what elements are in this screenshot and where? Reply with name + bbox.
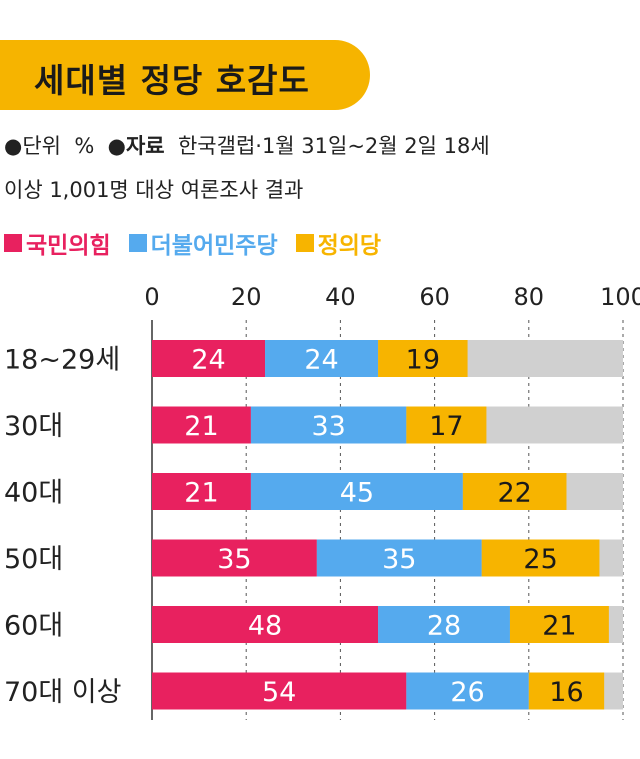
- legend-label: 국민의힘: [26, 233, 111, 259]
- bar-segment: [316, 539, 482, 577]
- legend-label: 정의당: [317, 233, 382, 259]
- legend-item: 국민의힘: [4, 226, 111, 260]
- category-label: 40대: [4, 478, 63, 509]
- bar-segment: [152, 473, 251, 510]
- legend-item: 정의당: [295, 226, 382, 260]
- category-label: 50대: [4, 544, 63, 575]
- source-label: 자료: [125, 134, 165, 158]
- bullet-icon: ●: [4, 134, 23, 158]
- data-label: 21: [184, 478, 218, 509]
- data-label: 54: [262, 677, 296, 708]
- data-label: 35: [382, 544, 416, 575]
- bar-segment: [250, 473, 463, 510]
- x-tick-label: 80: [514, 283, 545, 311]
- bar-segment: [250, 406, 407, 444]
- legend-item: 더불어민주당: [128, 226, 278, 260]
- data-label: 16: [549, 677, 583, 708]
- x-tick-label: 100: [600, 283, 640, 311]
- meta-line-1: ●단위 % ●자료 한국갤럽·1월 31일~2월 2일 18세: [4, 130, 490, 160]
- category-label: 70대 이상: [4, 677, 121, 708]
- x-tick-label: 40: [325, 283, 356, 311]
- legend: 국민의힘 더불어민주당 정의당: [4, 226, 381, 260]
- bullet-icon: ●: [107, 134, 126, 158]
- bar-segment: [406, 672, 529, 710]
- x-tick-label: 60: [419, 283, 450, 311]
- bar-segment: [378, 340, 468, 377]
- data-label: 48: [248, 611, 282, 642]
- data-label: 21: [184, 411, 218, 442]
- data-label: 45: [340, 478, 374, 509]
- data-label: 24: [191, 345, 225, 376]
- data-label: 33: [311, 411, 345, 442]
- data-label: 35: [217, 544, 251, 575]
- data-label: 25: [523, 544, 557, 575]
- category-label: 30대: [4, 411, 63, 442]
- bar-segment: [152, 539, 317, 577]
- bar-segment: [481, 539, 600, 577]
- chart-title: 세대별 정당 호감도: [34, 61, 310, 100]
- data-label: 17: [429, 411, 463, 442]
- source-text-line-2: 이상 1,001명 대상 여론조사 결과: [4, 178, 304, 202]
- legend-swatch: [4, 234, 22, 252]
- bar-segment: [152, 406, 251, 444]
- category-label: 60대: [4, 611, 63, 642]
- bar-segment: [378, 606, 510, 643]
- data-label: 19: [406, 345, 440, 376]
- bar-segment: [406, 406, 487, 444]
- legend-label: 더불어민주당: [150, 233, 278, 259]
- x-tick-label: 20: [231, 283, 262, 311]
- bar-segment: [152, 340, 266, 377]
- bar-segment: [528, 672, 605, 710]
- bar-segment: [265, 340, 379, 377]
- data-label: 28: [427, 611, 461, 642]
- bar-chart: 0 20 40 60 80 100 18~29세 24 24 19 30대 21 33 17 40대 21 45…: [4, 283, 640, 720]
- unit-label: 단위: [22, 134, 61, 158]
- unit-value: %: [74, 134, 95, 158]
- data-label: 24: [304, 345, 338, 376]
- data-label: 26: [450, 677, 484, 708]
- bar-segment: [152, 606, 379, 643]
- title-banner: [0, 40, 370, 110]
- legend-swatch: [128, 234, 147, 252]
- bar-segment: [462, 473, 567, 510]
- data-label: 21: [542, 611, 576, 642]
- bar-segment: [509, 606, 609, 643]
- legend-swatch: [295, 234, 314, 252]
- category-label: 18~29세: [4, 345, 120, 376]
- bar-segment: [152, 672, 407, 710]
- x-tick-label: 0: [144, 283, 159, 311]
- source-text: 한국갤럽·1월 31일~2월 2일 18세: [177, 134, 490, 158]
- data-label: 22: [497, 478, 531, 509]
